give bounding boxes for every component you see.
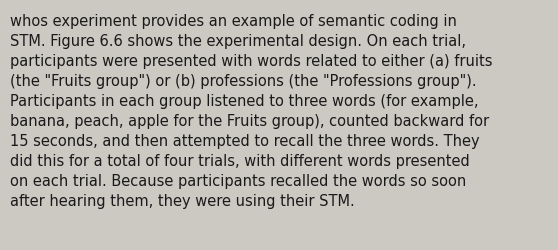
Text: whos experiment provides an example of semantic coding in
STM. Figure 6.6 shows : whos experiment provides an example of s…	[10, 14, 493, 208]
